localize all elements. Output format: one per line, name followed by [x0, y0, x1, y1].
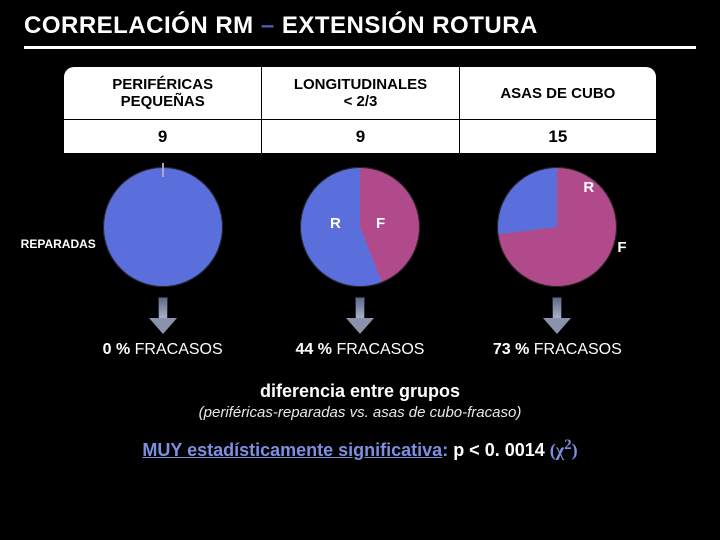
title-rule: [24, 46, 696, 49]
fracasos-pct: 44 %: [296, 341, 337, 358]
slide: CORRELACIÓN RM – EXTENSIÓN ROTURA PERIFÉ…: [0, 0, 720, 540]
pie-tick: [162, 163, 164, 177]
column: ASAS DE CUBO15RF73 % FRACASOS: [459, 67, 656, 359]
fracasos-word: FRACASOS: [135, 341, 223, 358]
fracasos-text: 73 % FRACASOS: [493, 341, 622, 359]
header-line1: LONGITUDINALES: [294, 76, 427, 93]
header-line2: < 2/3: [344, 93, 378, 110]
title-part1: CORRELACIÓN RM: [24, 12, 254, 39]
pie-chart: REPARADAS: [103, 167, 223, 287]
footer-colon: :: [442, 440, 453, 460]
footer-chi: (χ2): [550, 440, 578, 460]
footer: diferencia entre grupos (periféricas-rep…: [24, 381, 696, 461]
fracasos-pct: 73 %: [493, 341, 534, 358]
title-dash: –: [261, 12, 275, 39]
down-arrow-icon: [346, 297, 374, 335]
fracasos-word: FRACASOS: [534, 341, 622, 358]
count-cell: 9: [64, 119, 261, 153]
count-cell: 9: [261, 119, 458, 153]
pie-label-r: REPARADAS: [21, 237, 96, 251]
title-part2: EXTENSIÓN ROTURA: [282, 12, 538, 39]
pie-label-f: F: [617, 239, 626, 256]
fracasos-word: FRACASOS: [336, 341, 424, 358]
pie-label-r: R: [583, 179, 594, 196]
footer-significance: MUY estadísticamente significativa: [142, 440, 442, 460]
down-arrow-icon: [543, 297, 571, 335]
fracasos-text: 0 % FRACASOS: [103, 341, 223, 359]
down-arrow-icon: [149, 297, 177, 335]
pie-label-f: F: [376, 215, 385, 232]
fracasos-pct: 0 %: [103, 341, 135, 358]
slide-title: CORRELACIÓN RM – EXTENSIÓN ROTURA: [24, 12, 696, 40]
footer-line1: diferencia entre grupos: [24, 381, 696, 402]
footer-line3: MUY estadísticamente significativa: p < …: [24, 437, 696, 461]
column-header: PERIFÉRICASPEQUEÑAS: [64, 67, 261, 119]
count-cell: 15: [459, 119, 656, 153]
fracasos-text: 44 % FRACASOS: [296, 341, 425, 359]
column-header: LONGITUDINALES< 2/3: [261, 67, 458, 119]
column: LONGITUDINALES< 2/39RF44 % FRACASOS: [261, 67, 458, 359]
pie-label-r: R: [330, 215, 341, 232]
column-header: ASAS DE CUBO: [459, 67, 656, 119]
header-line2: PEQUEÑAS: [121, 93, 205, 110]
footer-line2: (periféricas-reparadas vs. asas de cubo-…: [24, 404, 696, 421]
columns-container: PERIFÉRICASPEQUEÑAS9REPARADAS0 % FRACASO…: [64, 67, 656, 359]
pie-chart: RF: [497, 167, 617, 287]
header-line1: PERIFÉRICAS: [112, 76, 213, 93]
header-line1: ASAS DE CUBO: [500, 85, 615, 102]
footer-pvalue: p < 0. 0014: [453, 440, 545, 460]
column: PERIFÉRICASPEQUEÑAS9REPARADAS0 % FRACASO…: [64, 67, 261, 359]
pie-chart: RF: [300, 167, 420, 287]
